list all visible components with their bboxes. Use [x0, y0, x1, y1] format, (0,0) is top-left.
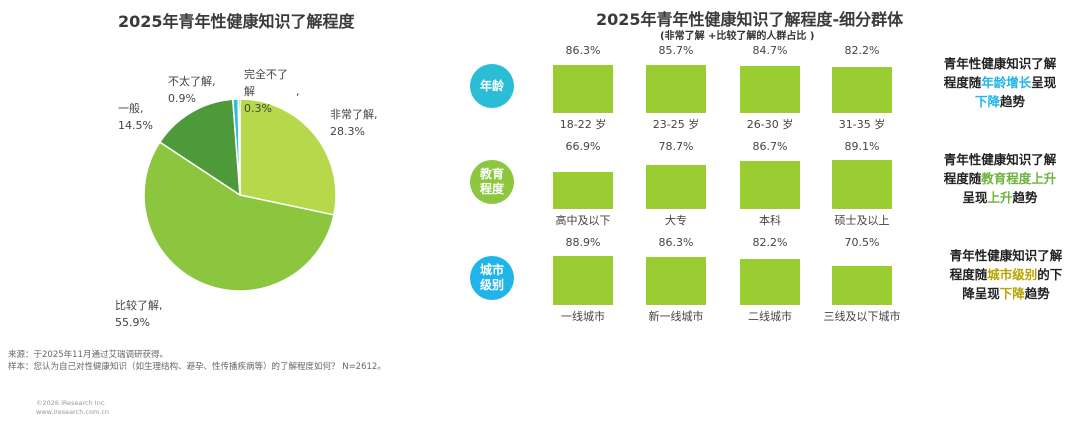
note-line: 青年性健康知识了解: [943, 56, 1057, 71]
copyright-line-1: ©2026 iResearch Inc.: [36, 399, 107, 407]
note-line: 降呈现下降趋势: [962, 286, 1050, 301]
pie-chart-title: 2025年青年性健康知识了解程度: [118, 12, 355, 31]
bar: [740, 161, 800, 209]
group-label-text: 教育 程度: [479, 167, 504, 196]
bar: [832, 160, 892, 209]
bar-category-label: 26-30 岁: [746, 118, 794, 131]
bar: [646, 65, 706, 113]
group-note: 青年性健康知识了解 程度随年龄增长呈现 下降趋势: [930, 54, 1070, 111]
copyright-line-2: www.iresearch.com.cn: [36, 408, 110, 416]
bar-category-label: 大专: [665, 214, 687, 227]
pie-slice-2: [158, 98, 241, 197]
bar-value-label: 86.3%: [658, 236, 694, 249]
bar-category-label: 18-22 岁: [559, 118, 607, 131]
group-label-text: 年龄: [479, 78, 504, 93]
bar: [740, 66, 800, 113]
segment-chart-title: 2025年青年性健康知识了解程度-细分群体: [596, 10, 904, 29]
bar: [832, 266, 892, 305]
bar: [646, 165, 706, 209]
pie-chart: [143, 98, 337, 292]
bar: [553, 256, 613, 305]
pie-label-average: 一般, 14.5%: [118, 102, 153, 132]
bar-category-label: 二线城市: [748, 310, 792, 323]
source-line-1: 来源：于2025年11月通过艾瑞调研获得。: [8, 350, 168, 360]
group-label-text: 城市 级别: [479, 263, 504, 292]
pie-slice-1: [143, 141, 335, 292]
pie-label-not-at-all: 完全不了解, 0.3%: [244, 68, 300, 115]
bar: [646, 257, 706, 305]
note-line: 呈现上升趋势: [962, 190, 1038, 205]
pie-label-not-much: 不太了解, 0.9%: [168, 75, 216, 105]
pie-label-fairly-well: 比较了解, 55.9%: [115, 299, 163, 329]
bar-category-label: 23-25 岁: [652, 118, 700, 131]
group-label-circle-1: 教育 程度: [470, 160, 514, 204]
pie-slice-0: [239, 98, 337, 216]
bar-value-label: 86.7%: [752, 140, 788, 153]
pie-label-not-at-all-name: 完全不了解: [244, 68, 288, 98]
bar: [740, 259, 800, 305]
bar: [832, 67, 892, 113]
bar-category-label: 三线及以下城市: [823, 310, 901, 323]
group-note: 青年性健康知识了解 程度随城市级别的下 降呈现下降趋势: [936, 246, 1076, 303]
bar: [553, 172, 613, 209]
note-line: 青年性健康知识了解: [943, 152, 1057, 167]
note-line: 下降趋势: [974, 94, 1026, 109]
bar-category-label: 高中及以下: [555, 214, 611, 227]
bar: [553, 65, 613, 113]
note-line: 青年性健康知识了解: [949, 248, 1063, 263]
bar-value-label: 88.9%: [565, 236, 601, 249]
bar-category-label: 新一线城市: [648, 310, 704, 323]
bar-value-label: 82.2%: [844, 44, 880, 57]
note-line: 程度随城市级别的下: [949, 267, 1063, 282]
note-line: 程度随年龄增长呈现: [943, 75, 1057, 90]
bar-value-label: 78.7%: [658, 140, 694, 153]
bar-category-label: 31-35 岁: [838, 118, 886, 131]
bar-category-label: 一线城市: [561, 310, 605, 323]
bar-value-label: 86.3%: [565, 44, 601, 57]
group-label-circle-0: 年龄: [470, 64, 514, 108]
bar-category-label: 硕士及以上: [834, 214, 890, 227]
bar-value-label: 85.7%: [658, 44, 694, 57]
group-note: 青年性健康知识了解 程度随教育程度上升 呈现上升趋势: [930, 150, 1070, 207]
group-label-circle-2: 城市 级别: [470, 256, 514, 300]
bar-value-label: 70.5%: [844, 236, 880, 249]
pie-label-very-well: 非常了解, 28.3%: [330, 108, 378, 138]
bar-category-label: 本科: [759, 214, 781, 227]
segment-chart-subtitle: (非常了解 +比较了解的人群占比 ): [660, 31, 815, 42]
bar-value-label: 89.1%: [844, 140, 880, 153]
note-line: 程度随教育程度上升: [943, 171, 1057, 186]
bar-value-label: 66.9%: [565, 140, 601, 153]
bar-value-label: 84.7%: [752, 44, 788, 57]
source-line-2: 样本：您认为自己对性健康知识（如生理结构、避孕、性传播疾病等）的了解程度如何？ …: [8, 362, 386, 372]
bar-value-label: 82.2%: [752, 236, 788, 249]
pie-slice-4: [237, 98, 241, 196]
